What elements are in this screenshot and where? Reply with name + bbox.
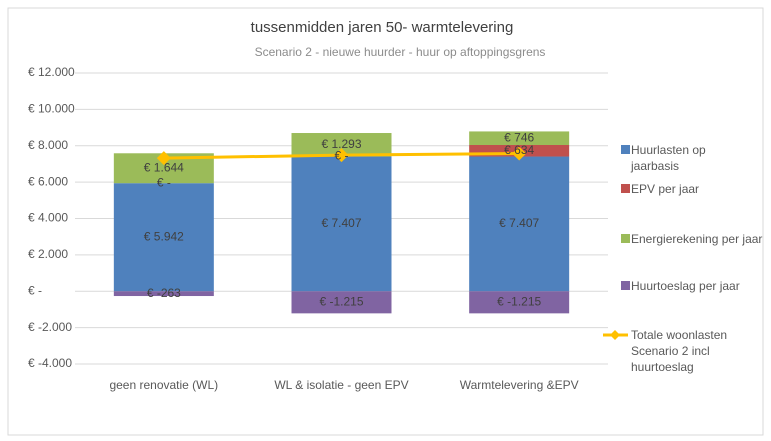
y-tick-label: € 4.000: [28, 211, 68, 225]
chart-title: tussenmidden jaren 50- warmtelevering: [251, 19, 514, 36]
data-label: € 634: [504, 143, 534, 157]
bar: [113, 291, 214, 297]
data-label: € -263: [147, 286, 181, 300]
data-label: € -: [157, 175, 171, 189]
y-tick-label: € -4.000: [28, 356, 72, 370]
bar: [291, 156, 392, 292]
data-label: € -1.215: [497, 294, 541, 308]
data-label: € 7.407: [321, 216, 361, 230]
legend-swatch: [621, 145, 630, 154]
y-tick-label: € 8.000: [28, 138, 68, 152]
bar: [291, 291, 392, 314]
y-tick-label: € 6.000: [28, 174, 68, 188]
legend-label: Totale woonlasten Scenario 2 incl huurto…: [631, 328, 728, 374]
bar: [469, 291, 570, 314]
data-label: € -1.215: [319, 294, 363, 308]
x-tick-label: geen renovatie (WL): [109, 378, 218, 392]
bar: [291, 133, 392, 157]
bar: [113, 183, 214, 292]
x-tick-label: WL & isolatie - geen EPV: [274, 378, 408, 392]
x-tick-label: Warmtelevering &EPV: [460, 378, 579, 392]
y-tick-label: € 2.000: [28, 247, 68, 261]
legend-swatch: [621, 234, 630, 243]
chart-border: [7, 7, 764, 436]
legend-label: EPV per jaar: [631, 182, 700, 196]
legend-label: Energierekening per jaar: [631, 232, 763, 246]
bar: [469, 156, 570, 292]
line-marker: [156, 151, 171, 166]
data-label: € 1.293: [321, 137, 361, 151]
data-label: € 1.644: [144, 160, 184, 174]
line-marker: [334, 148, 349, 163]
y-tick-label: € -2.000: [28, 320, 72, 334]
data-label: € 5.942: [144, 229, 184, 243]
legend-swatch: [621, 281, 630, 290]
legend-label: Huurtoeslag per jaar: [631, 279, 740, 293]
bar: [469, 131, 570, 146]
data-label: € 7.407: [499, 216, 539, 230]
data-label: € -: [334, 149, 348, 163]
data-label: € 746: [504, 130, 534, 144]
legend-swatch: [621, 184, 630, 193]
chart-subtitle: Scenario 2 - nieuwe huurder - huur op af…: [255, 45, 546, 59]
y-tick-label: € 12.000: [28, 65, 75, 79]
line-marker: [512, 146, 527, 161]
legend-label: Huurlasten op jaarbasis: [631, 143, 706, 173]
legend-marker: [610, 330, 620, 340]
y-tick-label: € -: [28, 283, 42, 297]
y-tick-label: € 10.000: [28, 102, 75, 116]
